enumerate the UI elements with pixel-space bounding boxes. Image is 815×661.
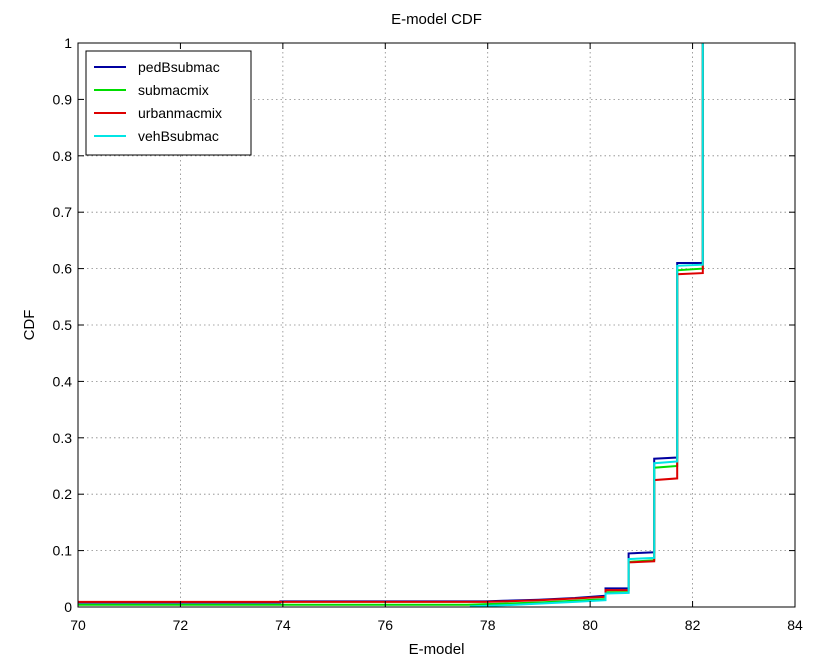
chart-title: E-model CDF [391,11,482,28]
y-tick-label: 0 [64,599,72,615]
y-tick-label: 0.4 [53,373,73,389]
y-tick-label: 0.7 [53,204,73,220]
legend-box [85,50,252,156]
y-tick-label: 0.1 [53,543,73,559]
x-tick-label: 72 [173,617,189,633]
y-tick-label: 1 [64,35,72,51]
x-tick-label: 76 [377,617,393,633]
y-tick-label: 0.5 [53,317,73,333]
y-tick-label: 0.3 [53,430,73,446]
y-tick-label: 0.2 [53,486,73,502]
y-tick-label: 0.8 [53,148,73,164]
y-axis-label: CDF [21,310,38,341]
x-tick-label: 80 [582,617,598,633]
legend-label-pedBsubmac: pedBsubmac [138,59,220,75]
x-axis-label: E-model [409,641,465,658]
legend-label-vehBsubmac: vehBsubmac [138,128,219,144]
legend-label-urbanmacmix: urbanmacmix [138,105,222,121]
legend: pedBsubmac submacmix urbanmacmix vehBsubmac [85,50,252,156]
series-line-vehBsubmac [469,43,704,608]
x-tick-label: 82 [685,617,701,633]
x-tick-label: 78 [480,617,496,633]
x-tick-label: 74 [275,617,291,633]
plot-series [78,43,704,608]
x-tick-label: 70 [70,617,86,633]
y-tick-label: 0.9 [53,91,73,107]
x-tick-label: 84 [787,617,803,633]
axis-ticks: 70 72 74 76 78 80 82 84 0 0.1 0.2 0.3 0.4 0.5 0.6 0.7 0.… [53,35,803,633]
legend-label-submacmix: submacmix [138,82,209,98]
y-tick-label: 0.6 [53,261,73,277]
